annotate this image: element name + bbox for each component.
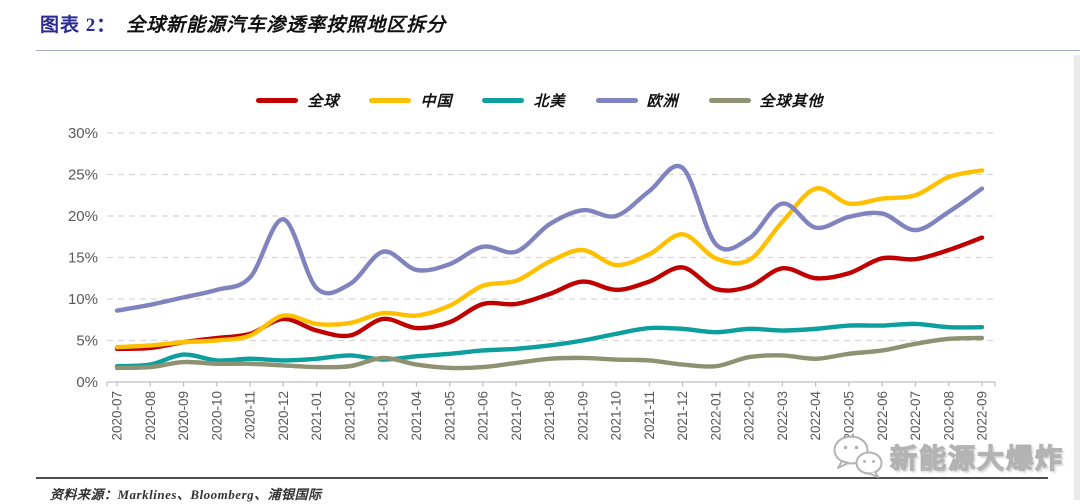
y-tick-label: 0% [76,374,98,391]
watermark: 新能源大爆炸 [832,434,1064,478]
x-tick-label: 2022-02 [742,391,757,441]
x-tick-label: 2022-08 [941,391,956,441]
chart-header: 图表 2： 全球新能源汽车渗透率按照地区拆分 [40,10,446,37]
right-edge-strip [1074,55,1080,500]
legend-label: 全球 [307,94,340,110]
legend-swatch [369,98,412,103]
y-tick-label: 30% [68,125,98,142]
x-tick-label: 2021-02 [342,391,357,441]
legend-label: 欧洲 [646,94,679,110]
legend-item-3: 欧洲 [595,90,679,111]
y-tick-label: 15% [68,250,98,267]
x-tick-label: 2021-03 [376,391,391,441]
x-tick-label: 2021-09 [575,391,590,441]
series-line-0 [114,235,985,351]
x-tick-label: 2021-08 [542,391,557,441]
legend-item-4: 全球其他 [708,90,824,111]
legend-swatch [482,98,525,103]
x-tick-label: 2020-07 [110,391,125,441]
x-tick-label: 2021-11 [642,391,657,440]
legend-label: 全球其他 [759,94,824,110]
series-line-3 [114,163,985,313]
source-note: 资料来源：Marklines、Bloomberg、浦银国际 [50,487,322,502]
page-title: 全球新能源汽车渗透率按照地区拆分 [126,15,447,36]
line-chart: 0% 5% 10% 15% 20% 25% 30% 2020-07 2020-08 2020-09… [68,125,996,441]
x-tick-label: 2021-07 [509,391,524,441]
x-tick-label: 2021-01 [309,391,324,441]
series-line-4 [114,335,985,371]
legend-label: 北美 [533,94,566,110]
series-line-2 [114,321,985,369]
legend-swatch [595,98,638,103]
x-tick-label: 2020-11 [243,391,258,440]
y-tick-label: 25% [68,167,98,184]
legend-label: 中国 [420,94,453,110]
watermark-text: 新能源大爆炸 [889,443,1064,474]
x-tick-label: 2022-03 [775,391,790,441]
footer-divider [36,477,1048,479]
y-axis-labels: 0% 5% 10% 15% 20% 25% 30% [68,125,98,391]
y-tick-label: 5% [76,333,98,350]
x-tick-label: 2021-06 [476,391,491,441]
gridlines [107,132,995,383]
y-tick-label: 20% [68,208,98,225]
wechat-bubbles-icon [833,435,883,478]
legend-item-2: 北美 [482,90,565,111]
legend-swatch [708,98,751,103]
y-tick-label: 10% [68,291,98,308]
chart-legend: 全球 中国 北美 欧洲 全球其他 [0,90,1080,111]
x-axis-labels: 2020-07 2020-08 2020-09 2020-10 2020-11 2020-… [106,382,996,441]
series-line-1 [114,168,985,350]
x-tick-label: 2021-12 [675,391,690,441]
x-tick-label: 2020-08 [143,391,158,441]
x-tick-label: 2021-05 [442,391,457,441]
x-tick-label: 2021-04 [409,391,424,441]
x-tick-label: 2022-06 [875,391,890,441]
x-tick-label: 2022-09 [975,391,990,441]
x-tick-label: 2020-09 [176,391,191,441]
x-tick-label: 2020-12 [276,391,291,441]
series-lines [114,163,985,371]
chart-tag: 图表 2： [40,15,117,36]
x-tick-label: 2022-04 [808,391,823,441]
x-tick-label: 2020-10 [209,391,224,441]
x-tick-label: 2022-07 [908,391,923,441]
legend-item-0: 全球 [256,90,339,111]
legend-swatch [256,98,299,103]
legend-item-1: 中国 [369,90,452,111]
x-tick-label: 2021-10 [609,391,624,441]
title-divider [36,50,1080,51]
x-tick-label: 2022-01 [708,391,723,441]
x-tick-label: 2022-05 [842,391,857,441]
